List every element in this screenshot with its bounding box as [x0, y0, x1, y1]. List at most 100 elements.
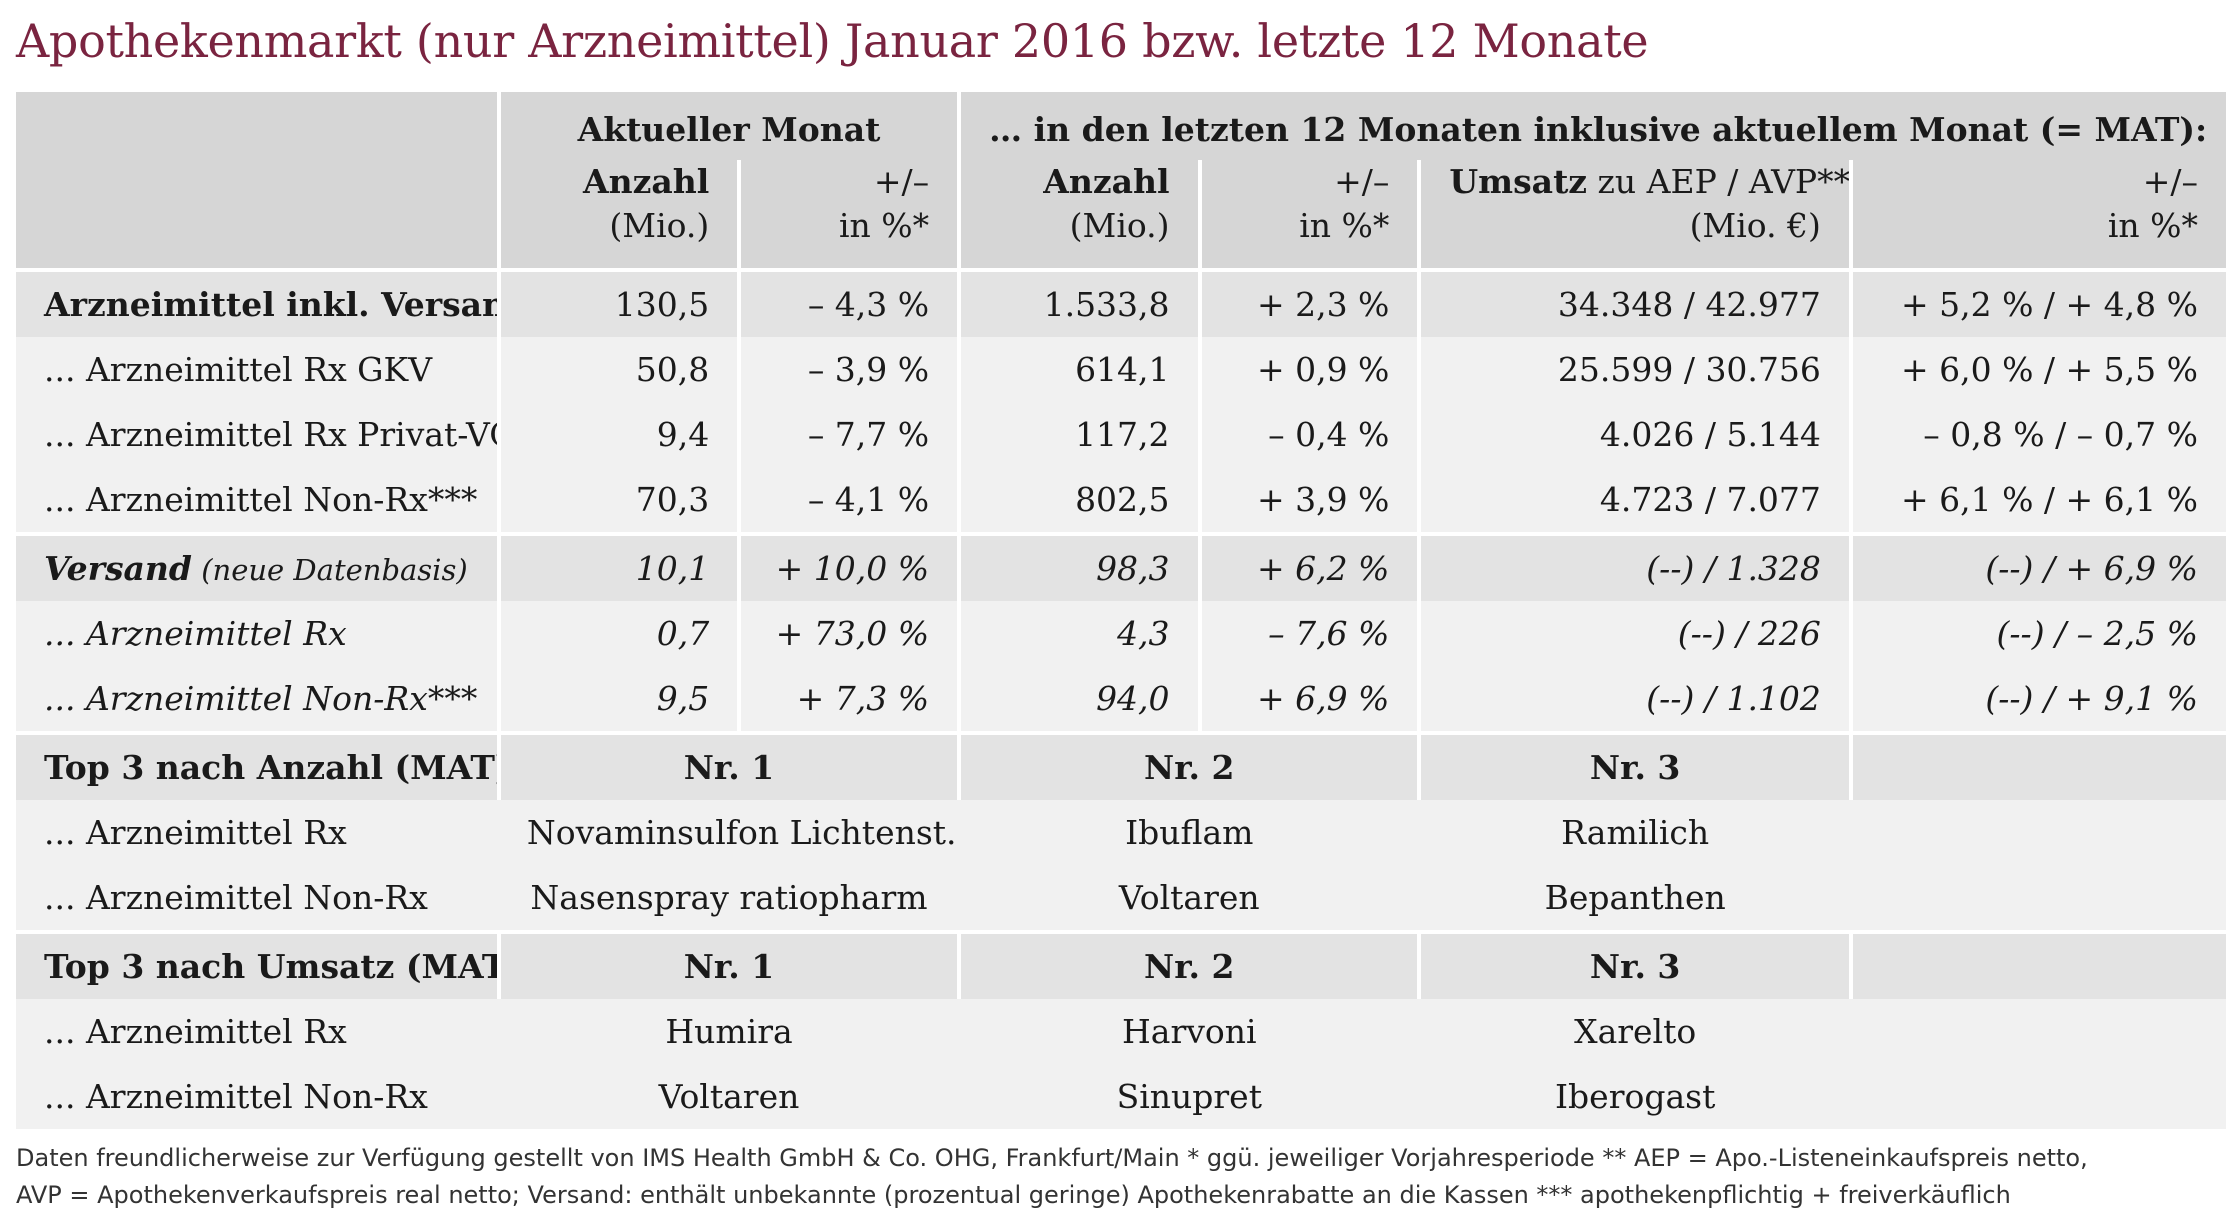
rank-2: Nr. 2 — [957, 930, 1420, 999]
cell-pct: + 10,0 % — [737, 532, 960, 601]
cell-mat-pct: – 7,6 % — [1197, 601, 1420, 666]
cell-mat-anzahl: 98,3 — [957, 532, 1200, 601]
cell-umsatz-pct: (--) / + 6,9 % — [1848, 532, 2226, 601]
cell-umsatz: 4.026 / 5.144 — [1417, 402, 1851, 467]
cell-pct: + 73,0 % — [737, 601, 960, 666]
cell-anzahl: 9,5 — [496, 666, 740, 733]
product-2: Ibuflam — [959, 800, 1420, 865]
cell-umsatz: 34.348 / 42.977 — [1417, 268, 1851, 337]
cell-umsatz-pct: – 0,8 % / – 0,7 % — [1848, 402, 2226, 467]
cell-anzahl: 50,8 — [496, 337, 740, 402]
row-label: Top 3 nach Umsatz (MAT) — [16, 930, 499, 999]
product-2: Sinupret — [959, 1064, 1420, 1129]
table-row: ... Arzneimittel Rx GKV 50,8 – 3,9 % 614… — [16, 337, 2226, 402]
cell-mat-pct: + 2,3 % — [1197, 268, 1420, 337]
header-umsatz-pct: +/– in %* — [1848, 160, 2226, 270]
footnote-line-2: AVP = Apothekenverkaufspreis real netto;… — [16, 1181, 2011, 1209]
product-3: Xarelto — [1419, 999, 1851, 1064]
cell-umsatz: (--) / 226 — [1417, 601, 1851, 666]
row-label: ... Arzneimittel Rx — [16, 800, 499, 865]
cell-anzahl: 130,5 — [496, 268, 740, 337]
table-row: ... Arzneimittel Rx Humira Harvoni Xarel… — [16, 999, 2226, 1064]
cell-pct: – 3,9 % — [737, 337, 960, 402]
footnote-line-1: Daten freundlicherweise zur Verfügung ge… — [16, 1144, 2088, 1172]
cell-umsatz: 25.599 / 30.756 — [1417, 337, 1851, 402]
cell-pct: – 4,1 % — [737, 467, 960, 534]
table-row: ... Arzneimittel Rx 0,7 + 73,0 % 4,3 – 7… — [16, 601, 2226, 666]
cell-anzahl: 0,7 — [496, 601, 740, 666]
table-row: ... Arzneimittel Non-Rx*** 9,5 + 7,3 % 9… — [16, 666, 2226, 733]
cell-anzahl: 70,3 — [496, 467, 740, 534]
row-label: ... Arzneimittel Rx Privat-VO — [16, 402, 499, 467]
cell-anzahl: 10,1 — [496, 532, 740, 601]
top-umsatz-header-row: Top 3 nach Umsatz (MAT) Nr. 1 Nr. 2 Nr. … — [16, 930, 2226, 999]
empty-cell — [1850, 999, 2226, 1064]
header-column-row: Anzahl (Mio.) +/– in %* Anzahl (Mio.) +/– in… — [16, 160, 2226, 270]
cell-mat-anzahl: 802,5 — [957, 467, 1200, 534]
row-label: ... Arzneimittel Non-Rx*** — [16, 666, 499, 733]
product-1: Voltaren — [498, 1064, 960, 1129]
cell-umsatz-pct: + 6,0 % / + 5,5 % — [1848, 337, 2226, 402]
cell-pct: + 7,3 % — [737, 666, 960, 733]
rank-1: Nr. 1 — [496, 930, 960, 999]
empty-cell — [1848, 930, 2226, 999]
row-label: ... Arzneimittel Rx — [16, 999, 499, 1064]
row-label: Top 3 nach Anzahl (MAT) — [16, 731, 499, 800]
cell-mat-pct: + 0,9 % — [1197, 337, 1420, 402]
cell-pct: – 7,7 % — [737, 402, 960, 467]
product-2: Voltaren — [959, 865, 1420, 932]
table-row: ... Arzneimittel Non-Rx Nasenspray ratio… — [16, 865, 2226, 932]
cell-mat-anzahl: 94,0 — [957, 666, 1200, 733]
cell-umsatz-pct: + 5,2 % / + 4,8 % — [1848, 268, 2226, 337]
empty-cell — [1850, 865, 2226, 932]
row-label: Versand (neue Datenbasis) — [16, 532, 499, 601]
table-row: Arzneimittel inkl. Versand 130,5 – 4,3 %… — [16, 268, 2226, 337]
cell-umsatz: 4.723 / 7.077 — [1417, 467, 1851, 534]
cell-mat-anzahl: 117,2 — [957, 402, 1200, 467]
cell-mat-pct: + 6,9 % — [1197, 666, 1420, 733]
table-row: ... Arzneimittel Non-Rx*** 70,3 – 4,1 % … — [16, 467, 2226, 534]
product-3: Iberogast — [1419, 1064, 1851, 1129]
rank-3: Nr. 3 — [1417, 731, 1851, 800]
rank-3: Nr. 3 — [1417, 930, 1851, 999]
product-2: Harvoni — [959, 999, 1420, 1064]
cell-anzahl: 9,4 — [496, 402, 740, 467]
product-1: Novaminsulfon Lichtenst. — [498, 800, 960, 865]
header-corner-2 — [16, 160, 499, 270]
header-pct: +/– in %* — [737, 160, 960, 270]
header-mat-pct: +/– in %* — [1197, 160, 1420, 270]
table-row: ... Arzneimittel Rx Privat-VO 9,4 – 7,7 … — [16, 402, 2226, 467]
row-label: Arzneimittel inkl. Versand — [16, 268, 499, 337]
footnote: Daten freundlicherweise zur Verfügung ge… — [16, 1140, 2088, 1214]
product-3: Bepanthen — [1419, 865, 1851, 932]
cell-pct: – 4,3 % — [737, 268, 960, 337]
cell-mat-anzahl: 614,1 — [957, 337, 1200, 402]
versand-row: Versand (neue Datenbasis) 10,1 + 10,0 % … — [16, 532, 2226, 601]
row-label: ... Arzneimittel Rx GKV — [16, 337, 499, 402]
rank-2: Nr. 2 — [957, 731, 1420, 800]
header-group-mat: … in den letzten 12 Monaten inklusive ak… — [957, 92, 2226, 160]
empty-cell — [1848, 731, 2226, 800]
cell-umsatz-pct: (--) / – 2,5 % — [1848, 601, 2226, 666]
header-anzahl: Anzahl (Mio.) — [496, 160, 740, 270]
product-1: Humira — [498, 999, 960, 1064]
cell-mat-pct: + 3,9 % — [1197, 467, 1420, 534]
header-corner — [16, 92, 499, 160]
rank-1: Nr. 1 — [496, 731, 960, 800]
product-3: Ramilich — [1419, 800, 1851, 865]
cell-umsatz: (--) / 1.328 — [1417, 532, 1851, 601]
header-mat-anzahl: Anzahl (Mio.) — [957, 160, 1200, 270]
cell-umsatz: (--) / 1.102 — [1417, 666, 1851, 733]
header-group-current: Aktueller Monat — [496, 92, 960, 160]
empty-cell — [1850, 1064, 2226, 1129]
table-row: ... Arzneimittel Non-Rx Voltaren Sinupre… — [16, 1064, 2226, 1129]
cell-umsatz-pct: + 6,1 % / + 6,1 % — [1848, 467, 2226, 534]
header-umsatz: Umsatz zu AEP / AVP** (Mio. €) — [1417, 160, 1851, 270]
cell-mat-pct: + 6,2 % — [1197, 532, 1420, 601]
table-row: ... Arzneimittel Rx Novaminsulfon Lichte… — [16, 800, 2226, 865]
cell-mat-anzahl: 4,3 — [957, 601, 1200, 666]
page-title: Apothekenmarkt (nur Arzneimittel) Januar… — [16, 14, 1649, 68]
row-label: ... Arzneimittel Non-Rx — [16, 1064, 499, 1129]
empty-cell — [1850, 800, 2226, 865]
row-label: ... Arzneimittel Non-Rx — [16, 865, 499, 932]
